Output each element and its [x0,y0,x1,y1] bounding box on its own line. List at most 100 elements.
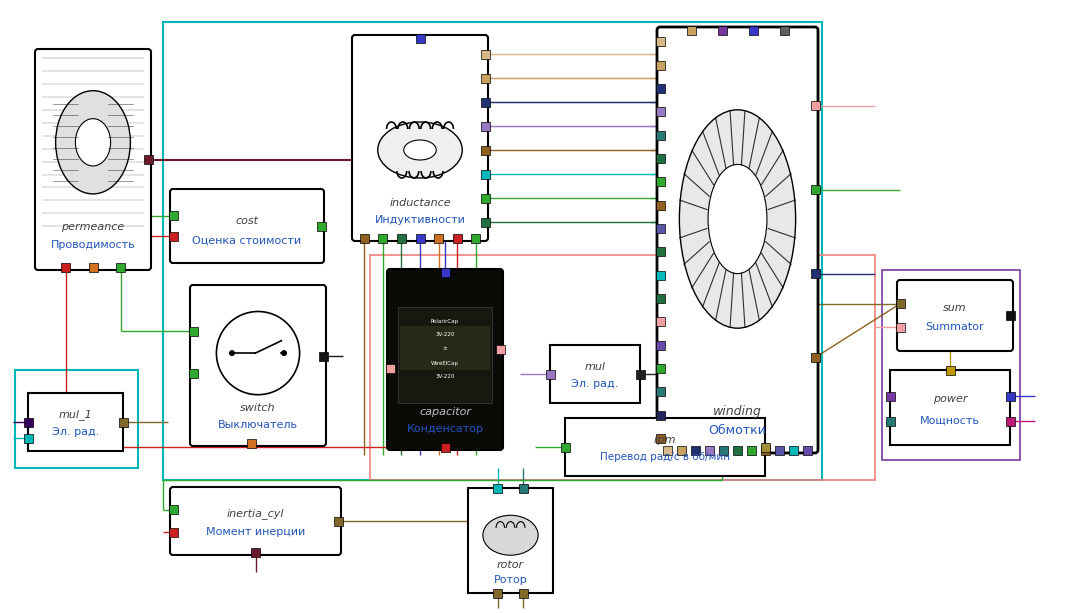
Bar [780,26,789,34]
Bar [550,345,640,403]
Text: 3V-220: 3V-220 [435,375,455,379]
Circle shape [281,350,287,356]
Bar [189,327,197,336]
Text: mul_1: mul_1 [59,409,93,421]
Bar [655,84,665,93]
Bar [655,434,665,443]
Bar [655,154,665,163]
Bar [1005,416,1015,425]
Bar [890,370,1010,445]
Bar [370,255,875,480]
Bar [519,484,528,492]
Bar [545,370,555,378]
Bar [803,446,812,454]
Bar [811,185,819,194]
Bar [480,50,490,58]
Bar [761,443,769,452]
FancyBboxPatch shape [35,49,152,270]
Text: permeance: permeance [62,222,125,232]
Text: power: power [933,394,968,403]
Text: Момент инерции: Момент инерции [206,527,305,537]
Ellipse shape [708,164,767,273]
Text: mul: mul [585,362,605,372]
Bar [163,22,822,480]
Text: inertia_cyl: inertia_cyl [227,508,284,519]
Text: Ротор: Ротор [494,575,527,585]
Text: Конденсатор: Конденсатор [407,424,483,434]
Bar [480,218,490,226]
Bar [747,446,757,454]
Bar [468,488,553,593]
Bar [655,247,665,256]
Text: 3V-220: 3V-220 [435,332,455,338]
Bar [23,434,32,443]
Bar [169,505,177,514]
Bar [690,446,700,454]
Bar [655,294,665,303]
Bar [397,234,405,243]
Text: Проводимость: Проводимость [51,240,136,250]
Bar [811,101,819,110]
Bar [655,387,665,396]
Bar [655,177,665,186]
Bar [705,446,714,454]
Bar [776,446,784,454]
Bar [379,234,387,243]
Bar [655,37,665,46]
Bar [23,417,32,427]
Bar [895,322,905,332]
Bar [560,443,570,452]
FancyBboxPatch shape [387,269,503,450]
Circle shape [217,311,300,395]
Bar [811,353,819,362]
Ellipse shape [483,516,538,555]
Text: Summator: Summator [926,322,985,332]
Bar [655,200,665,210]
FancyBboxPatch shape [897,280,1013,351]
Bar [495,345,505,354]
Bar [655,317,665,326]
Bar [28,393,123,451]
Bar [319,352,328,360]
Ellipse shape [55,91,130,194]
Bar [748,26,758,34]
Ellipse shape [76,119,111,166]
Text: switch: switch [240,403,275,413]
Text: capacitor: capacitor [419,407,471,417]
Bar [945,365,955,375]
Bar [415,34,425,42]
FancyBboxPatch shape [352,35,488,241]
Bar [566,418,765,476]
Bar [169,211,177,220]
Text: rotor: rotor [497,560,524,570]
Text: Эл. рад.: Эл. рад. [52,427,99,438]
Bar [676,446,686,454]
Bar [189,369,197,378]
Bar [895,299,905,308]
Bar [480,121,490,131]
Bar [686,26,696,34]
Bar [480,145,490,154]
Bar [493,588,503,598]
Bar [441,267,449,276]
FancyBboxPatch shape [190,285,327,446]
Bar [886,392,894,401]
Bar [761,446,770,454]
Bar [480,194,490,202]
Bar [61,262,70,272]
Bar [655,224,665,233]
Text: cost: cost [236,216,258,226]
Text: Выключатель: Выключатель [218,420,298,430]
Bar [400,326,490,370]
Bar [360,234,369,243]
Bar [89,262,97,272]
Bar [415,234,425,243]
Bar [882,270,1020,460]
Bar [480,170,490,178]
Circle shape [229,350,235,356]
Text: Мощность: Мощность [920,416,980,426]
Text: Оценка стоимости: Оценка стоимости [192,236,302,246]
Bar [116,262,125,272]
Text: Индуктивности: Индуктивности [375,215,465,225]
Bar [790,446,798,454]
